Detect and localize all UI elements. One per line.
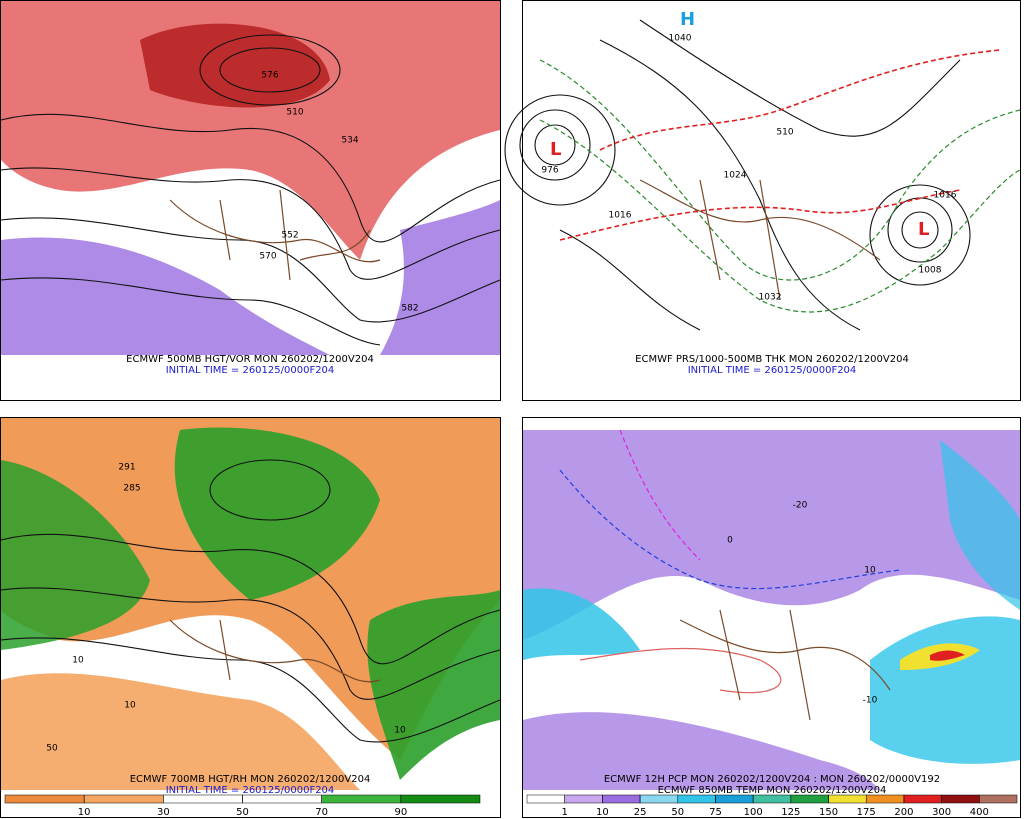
- colorbar-segment: [828, 794, 867, 804]
- map-500mb: [0, 1, 501, 355]
- colorbar-label: 10: [596, 807, 609, 818]
- colorbar-segment: [242, 794, 322, 804]
- colorbar-segment: [790, 794, 829, 804]
- colorbar-segment: [4, 794, 85, 804]
- colorbar-segment: [321, 794, 402, 804]
- colorbar-label: 100: [744, 807, 763, 818]
- initial-time: INITIAL TIME = 260125/0000F204: [166, 785, 335, 796]
- initial-time: ECMWF 850MB TEMP MON 260202/1200V204: [658, 785, 887, 796]
- contour-label: -20: [793, 501, 808, 511]
- contour-label: 510: [286, 108, 303, 118]
- colorbar-segment: [83, 794, 164, 804]
- colorbar-label: 150: [819, 807, 838, 818]
- colorbar-label: 90: [394, 807, 407, 818]
- contour-label: 552: [281, 231, 298, 241]
- contour-label: 510: [776, 128, 793, 138]
- caption: ECMWF 12H PCP MON 260202/1200V204 : MON …: [604, 774, 940, 785]
- contour-label: 534: [341, 136, 358, 146]
- contour-label: -10: [863, 696, 878, 706]
- colorbar-segment: [163, 794, 243, 804]
- contour-label: 285: [123, 484, 140, 494]
- colorbar-segment: [752, 794, 792, 804]
- colorbar-segment: [865, 794, 905, 804]
- contour-label: 576: [261, 71, 278, 81]
- colorbar-label: 125: [781, 807, 800, 818]
- map-mslp: L L H: [504, 9, 1021, 331]
- colorbar-label: 200: [894, 807, 913, 818]
- panel-frame: [522, 0, 1021, 401]
- svg-text:L: L: [918, 219, 929, 240]
- contour-label: 570: [259, 252, 276, 262]
- contour-label: 0: [727, 536, 733, 546]
- colorbar-segment: [941, 794, 980, 804]
- initial-time: INITIAL TIME = 260125/0000F204: [688, 365, 857, 376]
- map-precip: [523, 429, 1020, 790]
- contour-label: 291: [118, 463, 135, 473]
- colorbar-segment: [564, 794, 603, 804]
- contour-label: 1024: [724, 171, 747, 181]
- contour-label: 582: [401, 304, 418, 314]
- colorbar-segment: [400, 794, 481, 804]
- colorbar-segment: [715, 794, 754, 804]
- colorbar-label: 175: [857, 807, 876, 818]
- colorbar-label: 30: [157, 807, 170, 818]
- panel-frame: [522, 417, 1021, 818]
- colorbar-label: 50: [236, 807, 249, 818]
- colorbar-label: 10: [78, 807, 91, 818]
- colorbar-label: 300: [932, 807, 951, 818]
- colorbar-label: 400: [970, 807, 989, 818]
- contour-label: 10: [394, 726, 406, 736]
- contour-label: 10: [72, 656, 84, 666]
- colorbar-label: 70: [315, 807, 328, 818]
- colorbar-segment: [677, 794, 716, 804]
- contour-label: 10: [124, 701, 136, 711]
- contour-label: 1032: [759, 293, 782, 303]
- initial-time: INITIAL TIME = 260125/0000F204: [166, 365, 335, 376]
- colorbar-label: 75: [709, 807, 722, 818]
- contour-label: 1040: [669, 34, 692, 44]
- contour-label: 10: [864, 566, 876, 576]
- map-700mb: [0, 418, 501, 790]
- colorbar-segment: [639, 794, 679, 804]
- contour-label: 1016: [609, 211, 632, 221]
- colorbar-label: 50: [671, 807, 684, 818]
- colorbar-label: 1: [562, 807, 568, 818]
- contour-label: 1016: [934, 191, 957, 201]
- colorbar-segment: [526, 794, 565, 804]
- caption: ECMWF PRS/1000-500MB THK MON 260202/1200…: [635, 354, 909, 365]
- colorbar-label: 25: [634, 807, 647, 818]
- contour-label: 50: [46, 744, 58, 754]
- colorbar-segment: [602, 794, 641, 804]
- contour-label: 1008: [919, 266, 942, 276]
- panel-frame: [0, 417, 501, 818]
- panel-frame: [0, 0, 501, 401]
- colorbar-segment: [903, 794, 942, 804]
- caption: ECMWF 500MB HGT/VOR MON 260202/1200V204: [126, 354, 374, 365]
- svg-text:L: L: [550, 139, 561, 160]
- contour-label: 976: [541, 166, 558, 176]
- svg-text:H: H: [680, 9, 695, 30]
- colorbar-segment: [979, 794, 1018, 804]
- caption: ECMWF 700MB HGT/RH MON 260202/1200V204: [130, 774, 371, 785]
